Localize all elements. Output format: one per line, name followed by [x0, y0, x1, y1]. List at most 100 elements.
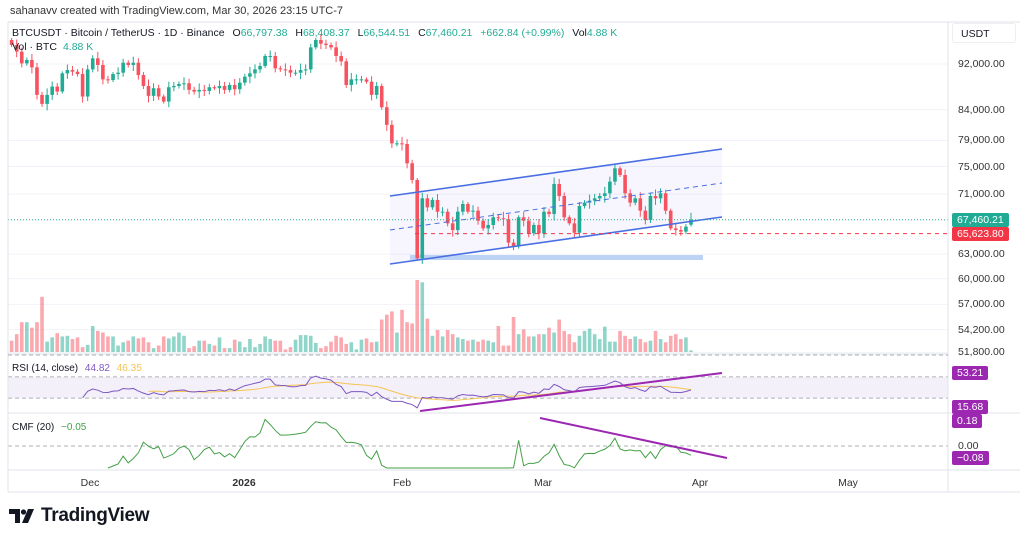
volume-bar: [587, 328, 592, 352]
channel-lower-line: [389, 216, 723, 265]
price-tick-label: 54,200.00: [958, 323, 1005, 336]
candle-body: [308, 47, 313, 70]
cmf-legend[interactable]: CMF (20) −0.05: [12, 422, 86, 433]
rsi-legend[interactable]: RSI (14, close) 44.82 46.35: [12, 363, 142, 374]
cmf-title: CMF (20): [12, 422, 55, 433]
volume-bar: [648, 340, 653, 352]
open-value: 66,797.38: [240, 27, 288, 39]
candle-body: [471, 210, 475, 212]
candle-body: [395, 143, 399, 145]
candle-body: [668, 210, 673, 229]
candle-body: [379, 85, 384, 108]
volume-bar: [430, 335, 435, 352]
candle-body: [197, 89, 202, 92]
low-value: 66,544.51: [363, 27, 411, 39]
candle-body: [227, 84, 232, 90]
volume-bar: [19, 322, 24, 352]
volume-bar: [506, 345, 511, 352]
candle-body: [314, 39, 318, 48]
volume-bar: [425, 318, 430, 352]
volume-bar: [618, 330, 622, 352]
volume-bar: [395, 332, 399, 352]
candle-body: [303, 69, 308, 71]
price-line-label: 65,623.80: [952, 226, 1009, 241]
volume-bar: [445, 329, 450, 352]
volume-bar: [501, 345, 506, 352]
candles: [9, 34, 693, 264]
volume-bar: [237, 341, 242, 352]
price-tick-label: 71,000.00: [958, 188, 1005, 201]
volume-bar: [461, 339, 465, 352]
tradingview-logo-icon: [9, 509, 34, 523]
candle-body: [542, 211, 546, 234]
candle-body: [354, 79, 359, 81]
currency-button[interactable]: USDT: [952, 23, 1016, 43]
candle-body: [552, 183, 556, 214]
volume-bar: [146, 342, 151, 352]
candle-body: [232, 84, 237, 90]
candle-body: [679, 230, 683, 232]
volume-bar: [329, 341, 333, 352]
grid-lines: [8, 63, 948, 353]
candle-body: [156, 88, 161, 97]
candle-body: [96, 58, 100, 65]
candle-body: [506, 219, 511, 243]
volume-bar: [60, 336, 65, 352]
volume-bar: [532, 336, 536, 352]
volume-bar: [455, 337, 460, 352]
symbol-title: BTCUSDT · Bitcoin / TetherUS · 1D · Bina…: [12, 27, 225, 39]
volume-bar: [526, 336, 531, 352]
candle-body: [385, 107, 389, 125]
volume-bar: [689, 350, 693, 352]
tradingview-logo[interactable]: TradingView: [9, 505, 150, 527]
candle-body: [663, 193, 668, 211]
volume-bar: [435, 329, 440, 352]
candle-body: [557, 183, 561, 196]
candle-body: [364, 79, 369, 82]
volume-bar: [14, 334, 19, 352]
volume-bar: [197, 340, 202, 352]
volume-bar: [111, 336, 115, 352]
volume-legend[interactable]: Vol · BTC 4.88 K: [12, 41, 93, 53]
volume-bar: [511, 316, 516, 352]
candle-body: [537, 224, 541, 234]
candle-body: [268, 55, 272, 57]
volume-bar: [298, 335, 303, 352]
candle-body: [567, 217, 572, 224]
candle-body: [521, 217, 526, 221]
rsi-ma-value: 46.35: [116, 363, 142, 374]
candle-body: [278, 68, 283, 70]
volume-bar: [75, 337, 80, 352]
volume-bar: [359, 339, 364, 352]
channel-fill-area: [390, 149, 722, 264]
channel-upper-line: [389, 148, 723, 197]
volume-bar: [663, 342, 668, 352]
volume-bar: [232, 339, 237, 352]
cmf-line: [107, 418, 692, 469]
candle-body: [638, 198, 643, 211]
volume-bar: [151, 348, 156, 352]
time-label-apr: Apr: [691, 477, 709, 489]
symbol-legend[interactable]: BTCUSDT · Bitcoin / TetherUS · 1D · Bina…: [12, 27, 617, 39]
volume-bar: [547, 327, 551, 352]
volume-bar: [476, 341, 480, 352]
candle-body: [643, 210, 648, 220]
candle-body: [673, 228, 678, 231]
volume-bar: [25, 322, 29, 352]
open-label: O: [232, 27, 241, 39]
cmf-lower-label: −0.08: [952, 451, 989, 465]
candle-body: [207, 87, 212, 91]
candle-body: [476, 210, 480, 221]
candle-body: [111, 74, 115, 81]
rsi-title: RSI (14, close): [12, 363, 79, 374]
price-tick-label: 57,000.00: [958, 298, 1005, 311]
volume-bar: [258, 343, 262, 352]
volume-bar: [101, 332, 105, 352]
volume-bar: [567, 334, 572, 352]
candle-body: [258, 66, 262, 70]
volume-bar: [263, 336, 267, 352]
close-label: C: [418, 27, 426, 39]
candle-body: [166, 87, 171, 102]
volume-bar: [207, 343, 212, 352]
